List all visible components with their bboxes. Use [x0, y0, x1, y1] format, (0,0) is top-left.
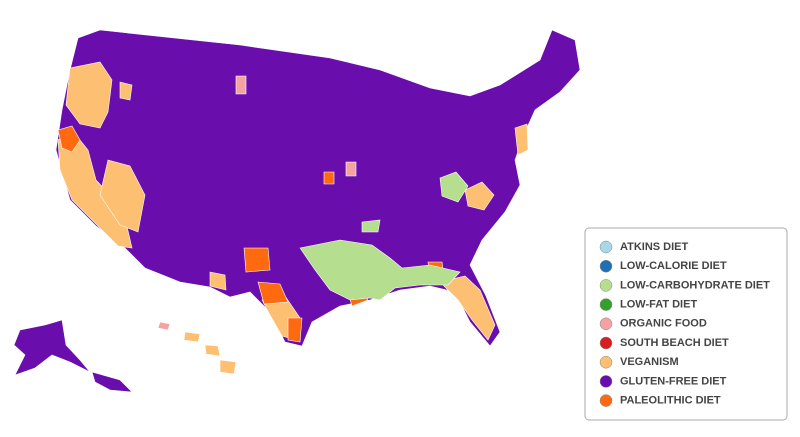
alaska: [13, 319, 91, 376]
hawaii: [157, 321, 171, 331]
legend-swatch[interactable]: [599, 240, 613, 254]
legend-swatch[interactable]: [599, 336, 613, 350]
region-paleolithic: [243, 247, 271, 273]
legend-label[interactable]: ATKINS DIET: [620, 241, 689, 253]
region-veganism: [209, 271, 227, 291]
alaska-tail: [91, 371, 133, 393]
region-veganism: [464, 181, 495, 211]
region-paleolithic: [287, 317, 303, 343]
legend-swatch[interactable]: [599, 259, 613, 273]
region-veganism: [57, 129, 133, 249]
hawaii: [183, 331, 201, 343]
legend-swatch[interactable]: [599, 317, 613, 331]
legend-swatch[interactable]: [599, 298, 613, 311]
region-veganism: [99, 159, 146, 233]
region-veganism: [65, 61, 113, 129]
region-organic: [235, 75, 247, 95]
legend-label[interactable]: LOW-FAT DIET: [620, 299, 697, 311]
region-low-carb: [361, 219, 381, 233]
mainland: [55, 29, 581, 347]
legend-label[interactable]: GLUTEN-FREE DIET: [620, 375, 727, 387]
legend-swatch[interactable]: [599, 375, 613, 388]
region-paleolithic: [323, 171, 335, 185]
region-veganism: [439, 275, 496, 341]
legend-swatch[interactable]: [599, 355, 613, 369]
legend-swatch[interactable]: [599, 394, 613, 407]
legend-label[interactable]: ORGANIC FOOD: [620, 318, 707, 330]
legend-label[interactable]: PALEOLITHIC DIET: [620, 395, 721, 407]
region-organic: [345, 161, 357, 177]
legend-box: [584, 227, 788, 421]
us-map: [13, 29, 581, 393]
region-veganism: [514, 123, 529, 156]
hawaii: [204, 344, 221, 357]
legend-label[interactable]: LOW-CARBOHYDRATE DIET: [620, 279, 770, 291]
region-low-carb: [299, 239, 461, 301]
hawaii: [219, 359, 237, 375]
legend-label[interactable]: LOW-CALORIE DIET: [620, 260, 727, 272]
region-low-carb: [439, 171, 469, 203]
region-veganism: [119, 81, 133, 101]
legend-label[interactable]: VEGANISM: [620, 356, 679, 368]
legend-label[interactable]: SOUTH BEACH DIET: [620, 337, 729, 349]
region-paleolithic: [257, 281, 289, 305]
legend-swatch[interactable]: [599, 279, 613, 292]
legend: ATKINS DIET LOW-CALORIE DIET LOW-CARBOHYDR…: [599, 240, 770, 407]
region-paleolithic: [57, 125, 81, 153]
